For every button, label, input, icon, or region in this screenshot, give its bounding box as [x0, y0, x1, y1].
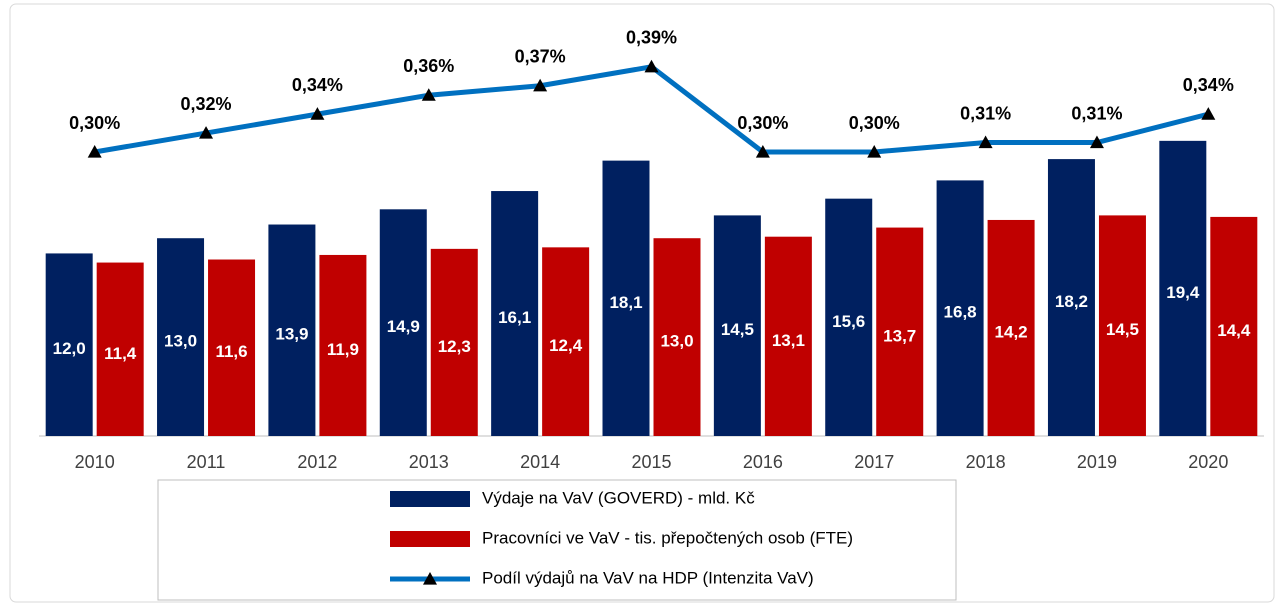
- bar: [208, 259, 256, 436]
- x-tick-label: 2010: [75, 452, 115, 472]
- bar: [96, 262, 144, 436]
- data-label: 0,31%: [960, 103, 1011, 123]
- x-tick-label: 2012: [297, 452, 337, 472]
- data-label: 0,32%: [181, 94, 232, 114]
- bar: [602, 160, 650, 436]
- data-label: 14,4: [1217, 321, 1251, 340]
- legend-box: [157, 479, 957, 601]
- x-tick-label: 2016: [743, 452, 783, 472]
- legend-label: Výdaje na VaV (GOVERD) - mld. Kč: [482, 488, 755, 507]
- marker: [1089, 135, 1104, 149]
- data-label: 16,8: [944, 303, 977, 322]
- legend-swatch: [390, 531, 470, 547]
- legend-marker: [423, 572, 437, 585]
- marker: [867, 145, 882, 158]
- marker: [1201, 107, 1216, 120]
- data-label: 12,3: [438, 337, 471, 356]
- legend-swatch: [390, 491, 470, 507]
- bar: [45, 253, 93, 436]
- data-label: 13,7: [883, 326, 916, 345]
- legend-label: Podíl výdajů na VaV na HDP (Intenzita Va…: [482, 568, 814, 587]
- x-tick-label: 2013: [409, 452, 449, 472]
- data-label: 14,9: [387, 317, 420, 336]
- data-label: 12,4: [549, 336, 583, 355]
- x-tick-label: 2015: [631, 452, 671, 472]
- bar: [319, 254, 367, 436]
- data-label: 16,1: [498, 308, 531, 327]
- data-label: 14,5: [1106, 320, 1139, 339]
- data-label: 12,0: [53, 339, 86, 358]
- bar: [936, 180, 984, 436]
- data-label: 0,31%: [1071, 103, 1122, 123]
- marker: [978, 135, 993, 149]
- x-tick-label: 2014: [520, 452, 560, 472]
- bar: [430, 248, 478, 436]
- bar: [1159, 140, 1207, 437]
- data-label: 13,0: [164, 332, 197, 351]
- marker: [199, 126, 214, 139]
- data-label: 13,1: [772, 331, 805, 350]
- bar: [491, 191, 539, 436]
- data-label: 11,4: [104, 344, 137, 363]
- bar: [825, 198, 873, 436]
- bar: [379, 209, 427, 436]
- data-label: 13,0: [660, 332, 693, 351]
- marker: [310, 107, 325, 120]
- x-tick-label: 2011: [187, 452, 226, 472]
- x-tick-label: 2017: [854, 452, 894, 472]
- bar: [1210, 216, 1258, 436]
- bar: [1098, 215, 1146, 436]
- x-tick-label: 2020: [1188, 452, 1228, 472]
- bar: [876, 227, 924, 436]
- bar: [653, 238, 701, 436]
- bar: [542, 247, 590, 436]
- data-label: 15,6: [832, 312, 865, 331]
- data-label: 0,34%: [292, 75, 343, 95]
- data-label: 0,30%: [737, 113, 788, 133]
- marker: [755, 145, 770, 158]
- marker: [87, 145, 102, 158]
- data-label: 0,30%: [849, 113, 900, 133]
- bar: [1047, 159, 1095, 436]
- data-label: 11,9: [327, 340, 359, 359]
- data-label: 14,2: [995, 322, 1028, 341]
- bar: [268, 224, 316, 436]
- x-tick-label: 2019: [1077, 452, 1117, 472]
- data-label: 18,2: [1055, 292, 1088, 311]
- data-label: 11,6: [215, 342, 247, 361]
- bar: [987, 219, 1035, 436]
- data-label: 0,37%: [515, 46, 566, 66]
- marker: [644, 59, 659, 73]
- marker: [421, 88, 436, 101]
- data-label: 13,9: [275, 325, 308, 344]
- data-label: 19,4: [1166, 283, 1200, 302]
- legend-label: Pracovníci ve VaV - tis. přepočtených os…: [482, 528, 853, 547]
- bar: [713, 215, 761, 436]
- bar: [764, 236, 812, 436]
- data-label: 18,1: [609, 293, 642, 312]
- marker: [533, 78, 548, 92]
- data-label: 0,36%: [403, 56, 454, 76]
- data-label: 0,34%: [1183, 75, 1234, 95]
- bar: [157, 238, 205, 436]
- x-tick-label: 2018: [966, 452, 1006, 472]
- data-label: 14,5: [721, 320, 754, 339]
- data-label: 0,30%: [69, 113, 120, 133]
- data-label: 0,39%: [626, 28, 677, 48]
